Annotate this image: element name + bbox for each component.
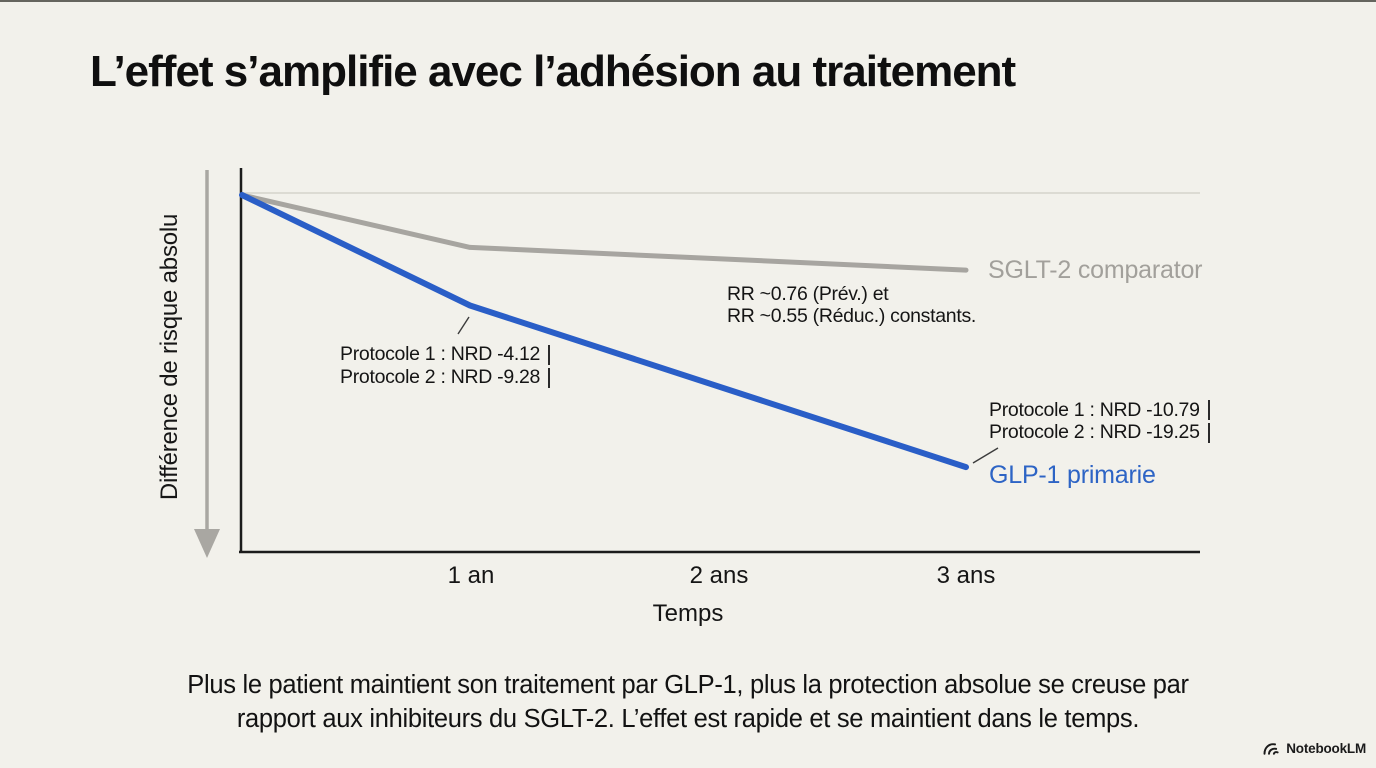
annotation-text: RR ~0.55 (Réduc.) constants. [727, 304, 977, 327]
caption: Plus le patient maintient son traitement… [0, 668, 1376, 736]
annotation-text: Protocole 1 : NRD -4.12 [340, 343, 541, 365]
notebooklm-brand: NotebookLM [1263, 741, 1366, 756]
caption-line: rapport aux inhibiteurs du SGLT-2. L’eff… [236, 705, 1140, 733]
annotation-line: RR ~0.76 (Prév.) et [727, 283, 976, 305]
annotation-text: Protocole 1 : NRD -10.79 [989, 398, 1200, 421]
annotation-line: Protocole 2 : NRD -19.25 [989, 421, 1210, 445]
annotation-text: Protocole 2 : NRD -9.28 [340, 366, 541, 388]
annotation-text: Protocole 2 : NRD -19.25 [989, 421, 1200, 444]
end-bar [548, 344, 551, 365]
notebooklm-label: NotebookLM [1286, 741, 1366, 756]
annotation-nrd-3ans: Protocole 1 : NRD -10.79 Protocole 2 : N… [989, 399, 1210, 444]
y-axis-arrow-head [194, 529, 220, 558]
leader-line-2 [972, 447, 999, 464]
series-label-sglt2: SGLT-2 comparator [988, 256, 1203, 284]
top-border [0, 0, 1376, 2]
end-bar [1207, 400, 1210, 421]
x-tick-2ans: 2 ans [689, 562, 749, 589]
annotation-nrd-1an: Protocole 1 : NRD -4.12 Protocole 2 : NR… [340, 343, 551, 389]
page-title: L’effet s’amplifie avec l’adhésion au tr… [90, 47, 1016, 96]
annotation-line: Protocole 1 : NRD -10.79 [989, 399, 1210, 422]
x-tick-1an: 1 an [447, 562, 495, 589]
annotation-line: Protocole 1 : NRD -4.12 [340, 343, 551, 366]
x-axis-label: Temps [652, 600, 724, 627]
annotation-line: RR ~0.55 (Réduc.) constants. [727, 305, 976, 327]
caption-line: Plus le patient maintient son traitement… [187, 671, 1189, 699]
series-line-sglt2 [239, 192, 969, 273]
series-line-glp1 [239, 192, 969, 471]
leader-line-1 [457, 316, 470, 335]
annotation-line: Protocole 2 : NRD -9.28 [340, 366, 551, 389]
x-tick-3ans: 3 ans [936, 562, 996, 589]
notebooklm-icon [1263, 743, 1279, 755]
series-label-glp1: GLP-1 primarie [989, 461, 1156, 489]
y-axis-label: Différence de risque absolu [156, 213, 183, 501]
annotation-text: RR ~0.76 (Prév.) et [727, 282, 889, 305]
end-bar [548, 367, 551, 388]
end-bar [1207, 422, 1210, 443]
annotation-rr-constants: RR ~0.76 (Prév.) et RR ~0.55 (Réduc.) co… [727, 283, 976, 327]
